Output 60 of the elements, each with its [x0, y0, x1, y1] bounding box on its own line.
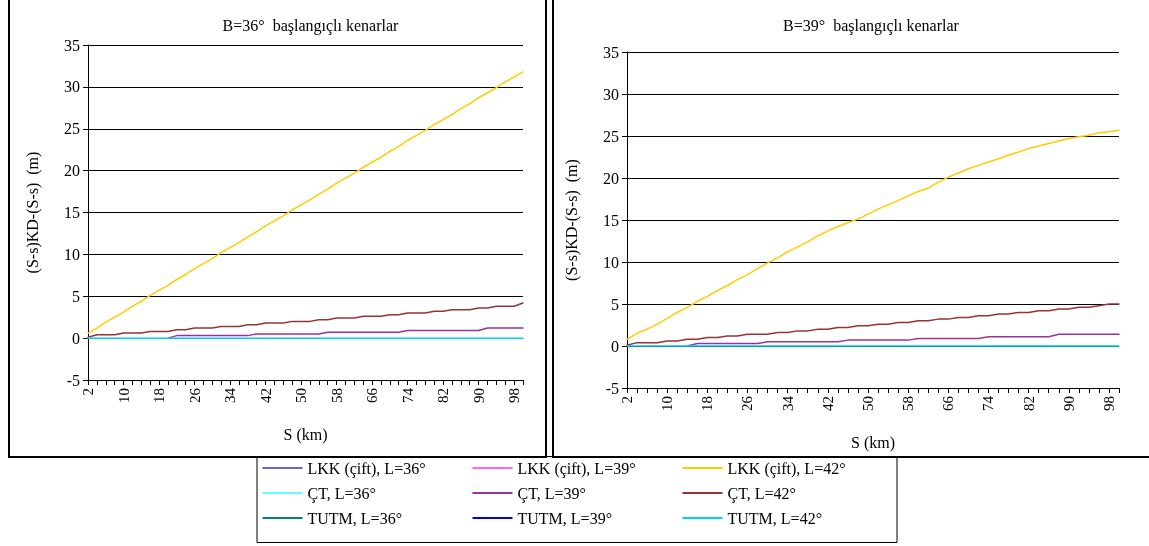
- y-tick-label: -5: [605, 379, 619, 397]
- x-tick-label: 18: [699, 396, 716, 411]
- x-tick-label: 42: [819, 396, 836, 411]
- legend-label: LKK (çift), L=39°: [517, 459, 636, 478]
- x-tick-label: 58: [328, 388, 345, 403]
- legend-label: TUTM, L=39°: [517, 509, 613, 527]
- y-tick-label: 5: [72, 287, 80, 305]
- legend-label: LKK (çift), L=36°: [307, 459, 426, 478]
- x-tick-label: 10: [659, 396, 676, 411]
- x-tick-label: 42: [257, 388, 274, 403]
- legend-label: ÇT, L=36°: [307, 484, 376, 503]
- y-tick-label: 15: [64, 204, 80, 221]
- x-tick-label: 58: [900, 396, 917, 411]
- x-tick-label: 26: [739, 395, 756, 411]
- y-axis-title: (S-s)KD-(S-s) (m): [23, 151, 42, 274]
- x-tick-label: 90: [1060, 396, 1077, 411]
- y-tick-label: 15: [603, 211, 619, 229]
- x-tick-label: 26: [186, 387, 203, 403]
- x-tick-label: 34: [222, 387, 239, 403]
- x-tick-label: 90: [470, 388, 487, 403]
- x-tick-label: 98: [1100, 396, 1117, 411]
- y-tick-label: 25: [64, 120, 80, 138]
- x-tick-label: 2: [80, 388, 96, 396]
- x-tick-label: 66: [364, 387, 381, 403]
- x-tick-label: 50: [859, 396, 876, 411]
- x-tick-label: 66: [940, 395, 957, 411]
- y-tick-label: 5: [611, 295, 619, 313]
- legend-label: TUTM, L=42°: [727, 509, 823, 527]
- x-tick-label: 50: [293, 388, 310, 403]
- x-tick-label: 2: [619, 396, 635, 404]
- x-tick-label: 74: [399, 387, 416, 403]
- y-tick-label: 20: [603, 169, 619, 187]
- y-tick-label: 0: [72, 329, 80, 347]
- legend-label: ÇT, L=42°: [727, 484, 796, 503]
- x-tick-label: 34: [779, 395, 796, 411]
- x-tick-label: 98: [506, 388, 523, 403]
- y-axis-title: (S-s)KD-(S-s) (m): [562, 159, 581, 281]
- legend-label: ÇT, L=39°: [517, 484, 586, 503]
- legend-label: TUTM, L=36°: [307, 509, 403, 527]
- x-tick-label: 74: [980, 395, 997, 411]
- line-series: [87, 302, 524, 339]
- x-tick-label: 82: [435, 388, 452, 403]
- y-tick-label: 10: [64, 245, 80, 263]
- x-tick-label: 10: [115, 388, 132, 403]
- x-axis-title: S (km): [851, 433, 895, 452]
- y-tick-label: 35: [603, 43, 619, 61]
- y-tick-label: 30: [603, 85, 619, 103]
- y-tick-label: -5: [66, 371, 80, 389]
- legend-label: LKK (çift), L=42°: [727, 459, 846, 478]
- y-tick-label: 25: [603, 127, 619, 145]
- chart-title: B=36° başlangıçlı kenarlar: [222, 16, 400, 35]
- x-tick-label: 82: [1020, 396, 1037, 411]
- chart-title: B=39° başlangıçlı kenarlar: [783, 16, 960, 35]
- y-tick-label: 10: [603, 253, 619, 271]
- x-tick-label: 18: [151, 388, 168, 403]
- y-tick-label: 30: [64, 78, 80, 96]
- y-tick-label: 0: [611, 337, 619, 355]
- y-tick-label: 35: [64, 36, 80, 54]
- x-axis-title: S (km): [283, 425, 328, 444]
- y-tick-label: 20: [64, 162, 80, 180]
